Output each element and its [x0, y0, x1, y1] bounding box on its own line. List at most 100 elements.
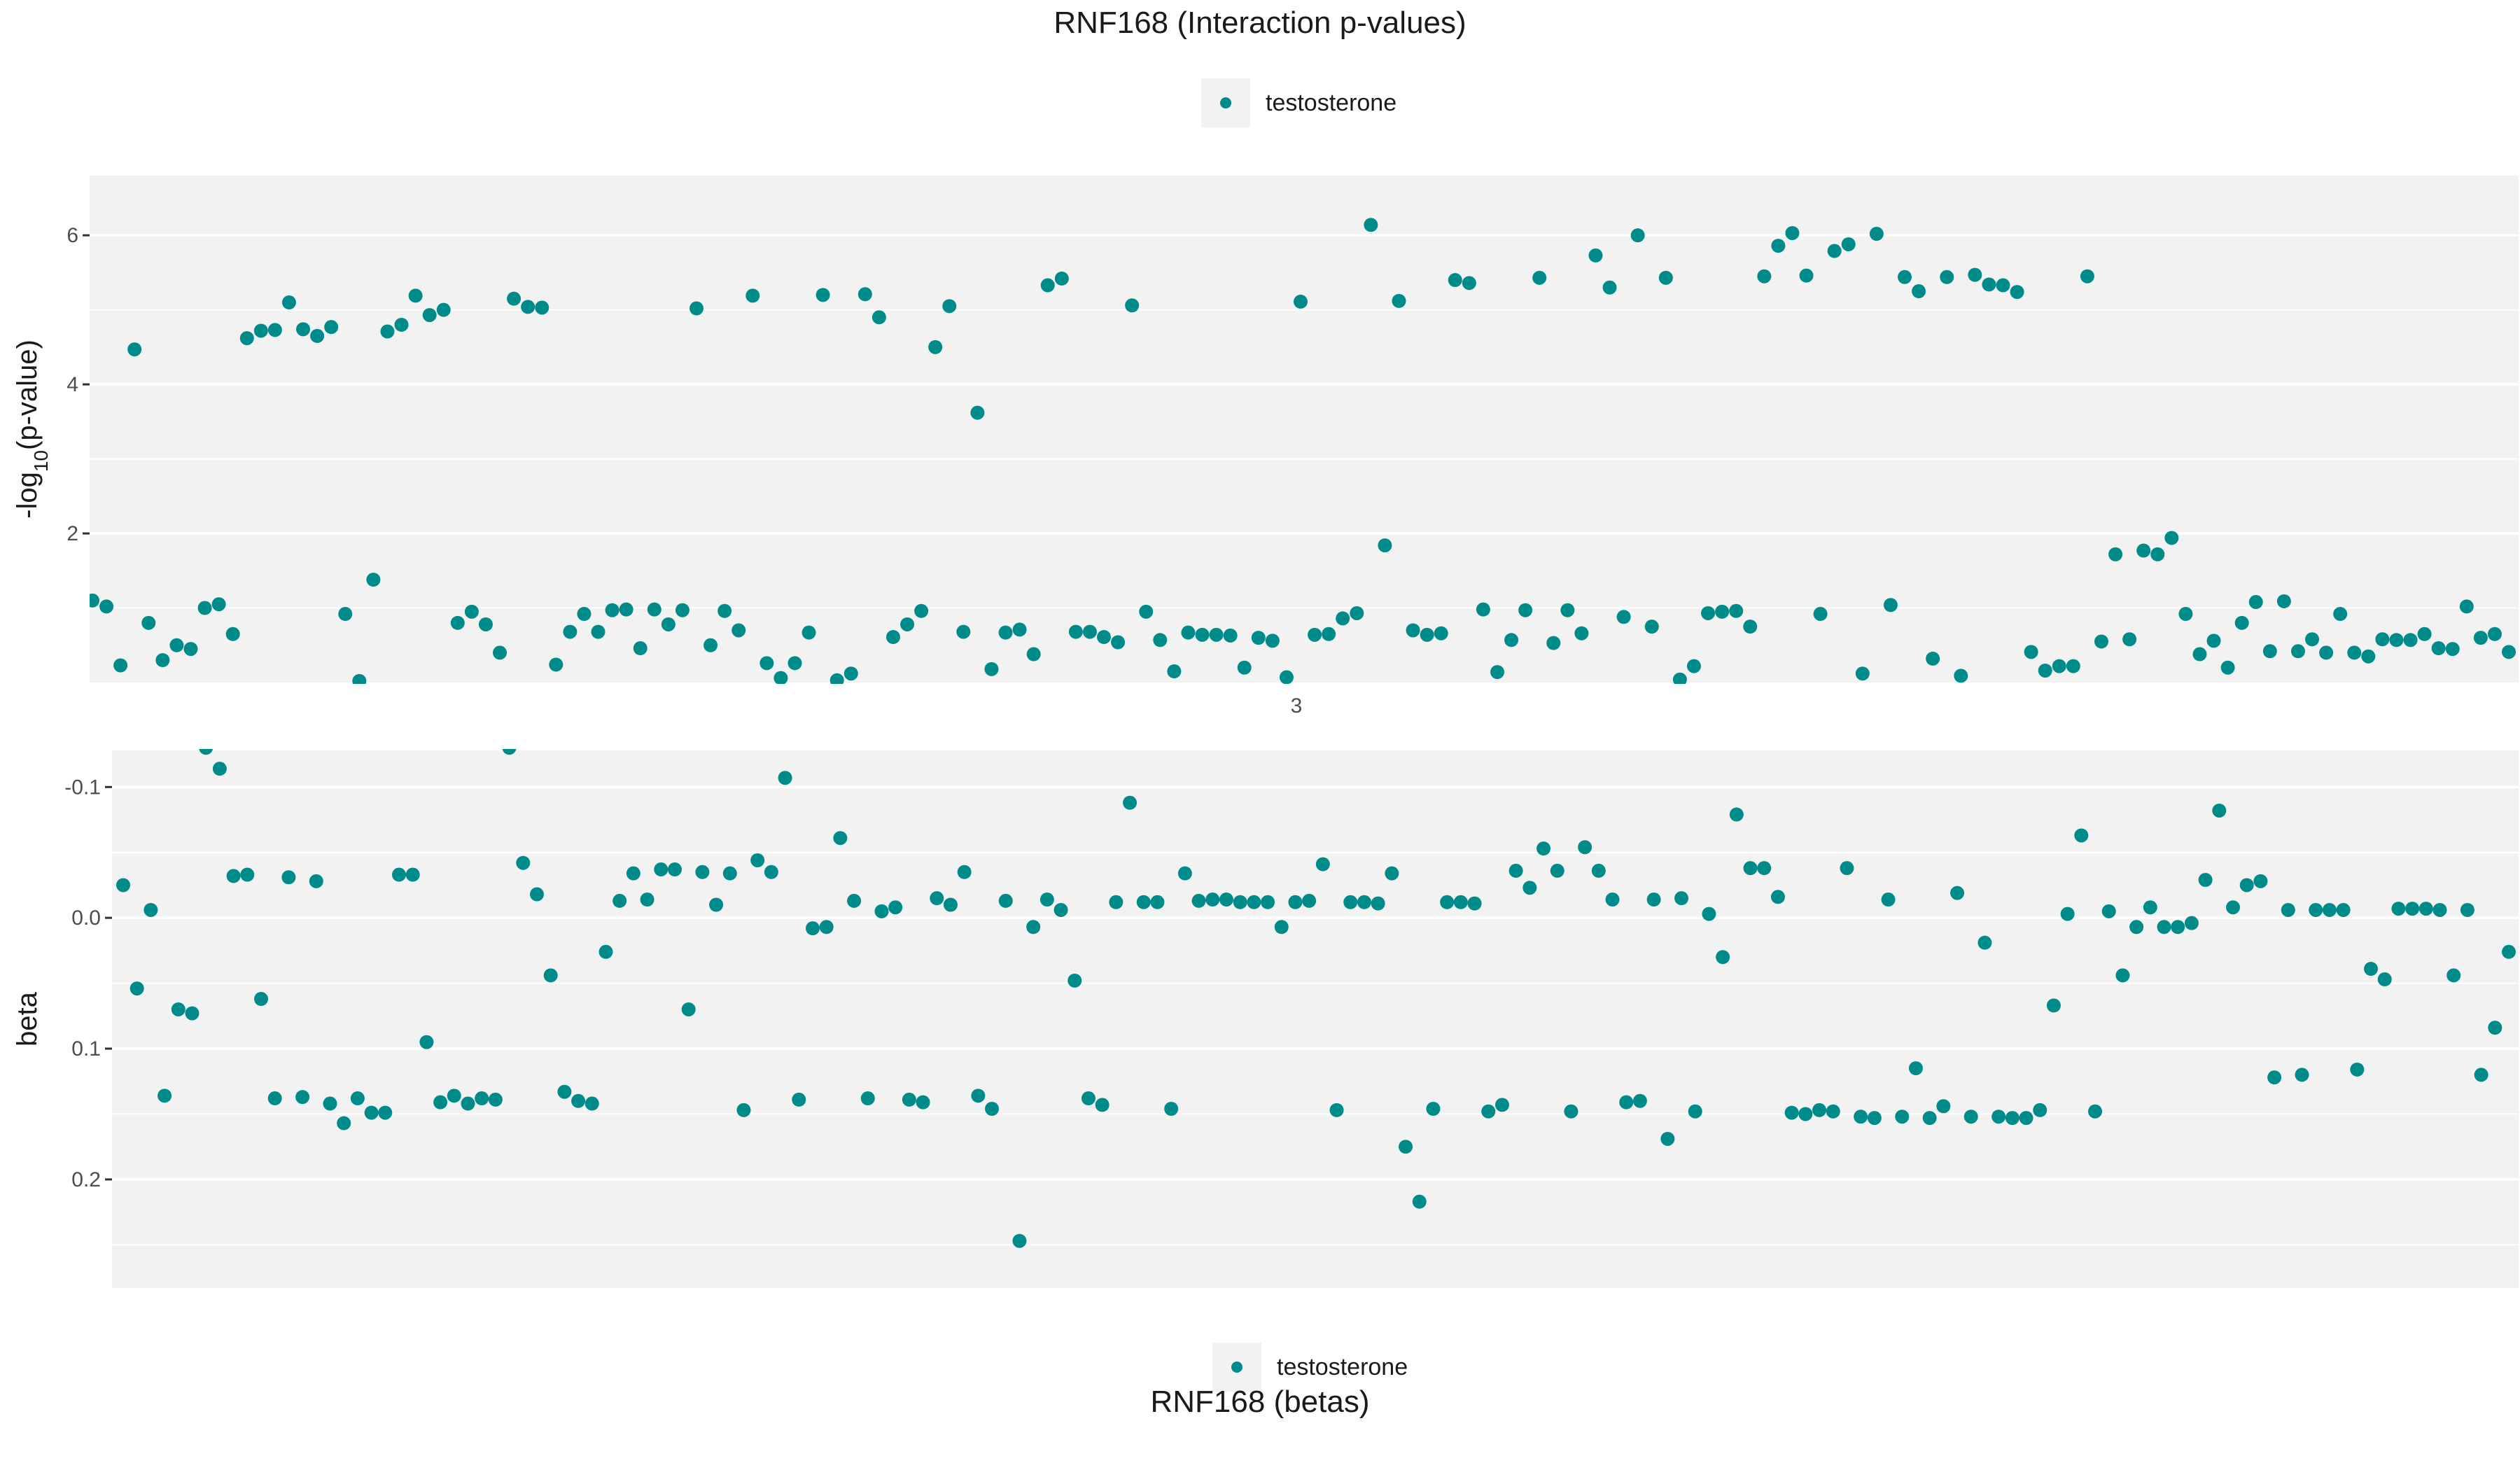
data-point — [2074, 828, 2089, 843]
data-point — [2060, 906, 2075, 921]
data-point — [2459, 599, 2474, 614]
data-point — [1895, 1110, 1910, 1124]
data-point — [709, 897, 724, 912]
data-point — [408, 288, 423, 303]
data-point — [1954, 668, 1968, 683]
data-point — [1223, 628, 1238, 643]
data-point — [378, 1105, 393, 1120]
y-tick-label: -0.1 — [64, 776, 101, 799]
data-point — [447, 1088, 461, 1103]
data-point — [2290, 644, 2305, 659]
data-point — [998, 893, 1013, 908]
data-point — [99, 599, 114, 614]
data-point — [1026, 647, 1041, 662]
data-point — [1644, 620, 1659, 634]
data-point — [1322, 626, 1336, 641]
data-point — [2066, 659, 2080, 673]
data-point — [619, 602, 634, 617]
data-point — [1357, 895, 1371, 909]
data-point — [1771, 239, 1786, 253]
data-point — [2295, 1068, 2309, 1082]
data-point — [296, 322, 311, 337]
legend-bottom: testosterone — [1212, 1343, 1408, 1392]
data-point — [2405, 902, 2420, 916]
data-point — [1855, 666, 1870, 681]
data-point — [2019, 1111, 2033, 1126]
data-point — [2488, 1021, 2502, 1035]
data-point — [1181, 625, 1196, 640]
data-point — [1729, 807, 1744, 822]
data-point — [1040, 278, 1055, 293]
data-point — [464, 604, 479, 619]
data-point — [1968, 267, 1982, 282]
data-point — [1392, 293, 1406, 308]
y-tick-label: 4 — [66, 373, 78, 396]
data-point — [2005, 1111, 2019, 1126]
data-point — [2364, 962, 2379, 976]
data-point — [310, 328, 325, 343]
data-point — [2226, 900, 2241, 915]
data-point — [419, 1035, 434, 1049]
data-point — [226, 869, 241, 883]
data-point — [211, 597, 226, 612]
data-point — [1883, 598, 1898, 612]
data-point — [681, 1002, 696, 1016]
data-point — [1167, 664, 1182, 679]
data-point — [450, 615, 465, 630]
legend-key-bottom — [1212, 1343, 1261, 1392]
data-point — [764, 864, 778, 879]
data-point — [380, 324, 395, 339]
data-point — [185, 1006, 200, 1021]
data-point — [1378, 538, 1392, 553]
data-point — [722, 866, 737, 881]
data-point — [2281, 902, 2295, 917]
data-point — [2445, 642, 2460, 657]
data-point — [830, 673, 844, 684]
data-point — [169, 638, 184, 652]
data-point — [2336, 902, 2351, 917]
data-point — [2487, 626, 2502, 641]
data-point — [928, 340, 943, 354]
data-point — [1688, 1104, 1702, 1119]
data-point — [1350, 606, 1364, 620]
data-point — [1081, 1091, 1096, 1106]
data-point — [502, 749, 517, 755]
data-point — [2239, 878, 2254, 892]
data-point — [1068, 973, 1082, 988]
data-point — [943, 897, 958, 912]
data-point — [1209, 627, 1224, 642]
data-point — [2024, 645, 2038, 659]
data-point — [2267, 1070, 2282, 1085]
data-point — [1504, 633, 1519, 648]
data-point — [1336, 611, 1350, 626]
data-point — [1578, 840, 1592, 855]
data-point — [571, 1093, 586, 1108]
legend-label-bottom: testosterone — [1277, 1353, 1408, 1380]
data-point — [2033, 1102, 2047, 1117]
data-point — [171, 1002, 186, 1016]
data-point — [1854, 1110, 1868, 1124]
data-point — [2502, 944, 2516, 959]
data-point — [819, 920, 834, 934]
data-point — [612, 893, 627, 908]
data-point — [1476, 602, 1490, 617]
data-point — [667, 862, 682, 877]
data-point — [1385, 866, 1399, 881]
data-point — [1785, 225, 1800, 240]
data-point — [1247, 895, 1261, 909]
data-point — [1082, 624, 1097, 639]
data-point — [860, 1091, 875, 1106]
data-point — [2377, 972, 2392, 987]
data-point — [1716, 950, 1730, 965]
data-point — [1097, 630, 1112, 645]
data-point — [197, 601, 212, 615]
data-point — [529, 887, 544, 902]
legend-dot-icon — [1220, 97, 1231, 108]
data-point — [1632, 1093, 1647, 1108]
data-point — [130, 981, 144, 996]
data-point — [2052, 659, 2066, 673]
data-point — [1926, 651, 1940, 666]
data-point — [1798, 1107, 1813, 1121]
data-point — [1420, 627, 1434, 642]
